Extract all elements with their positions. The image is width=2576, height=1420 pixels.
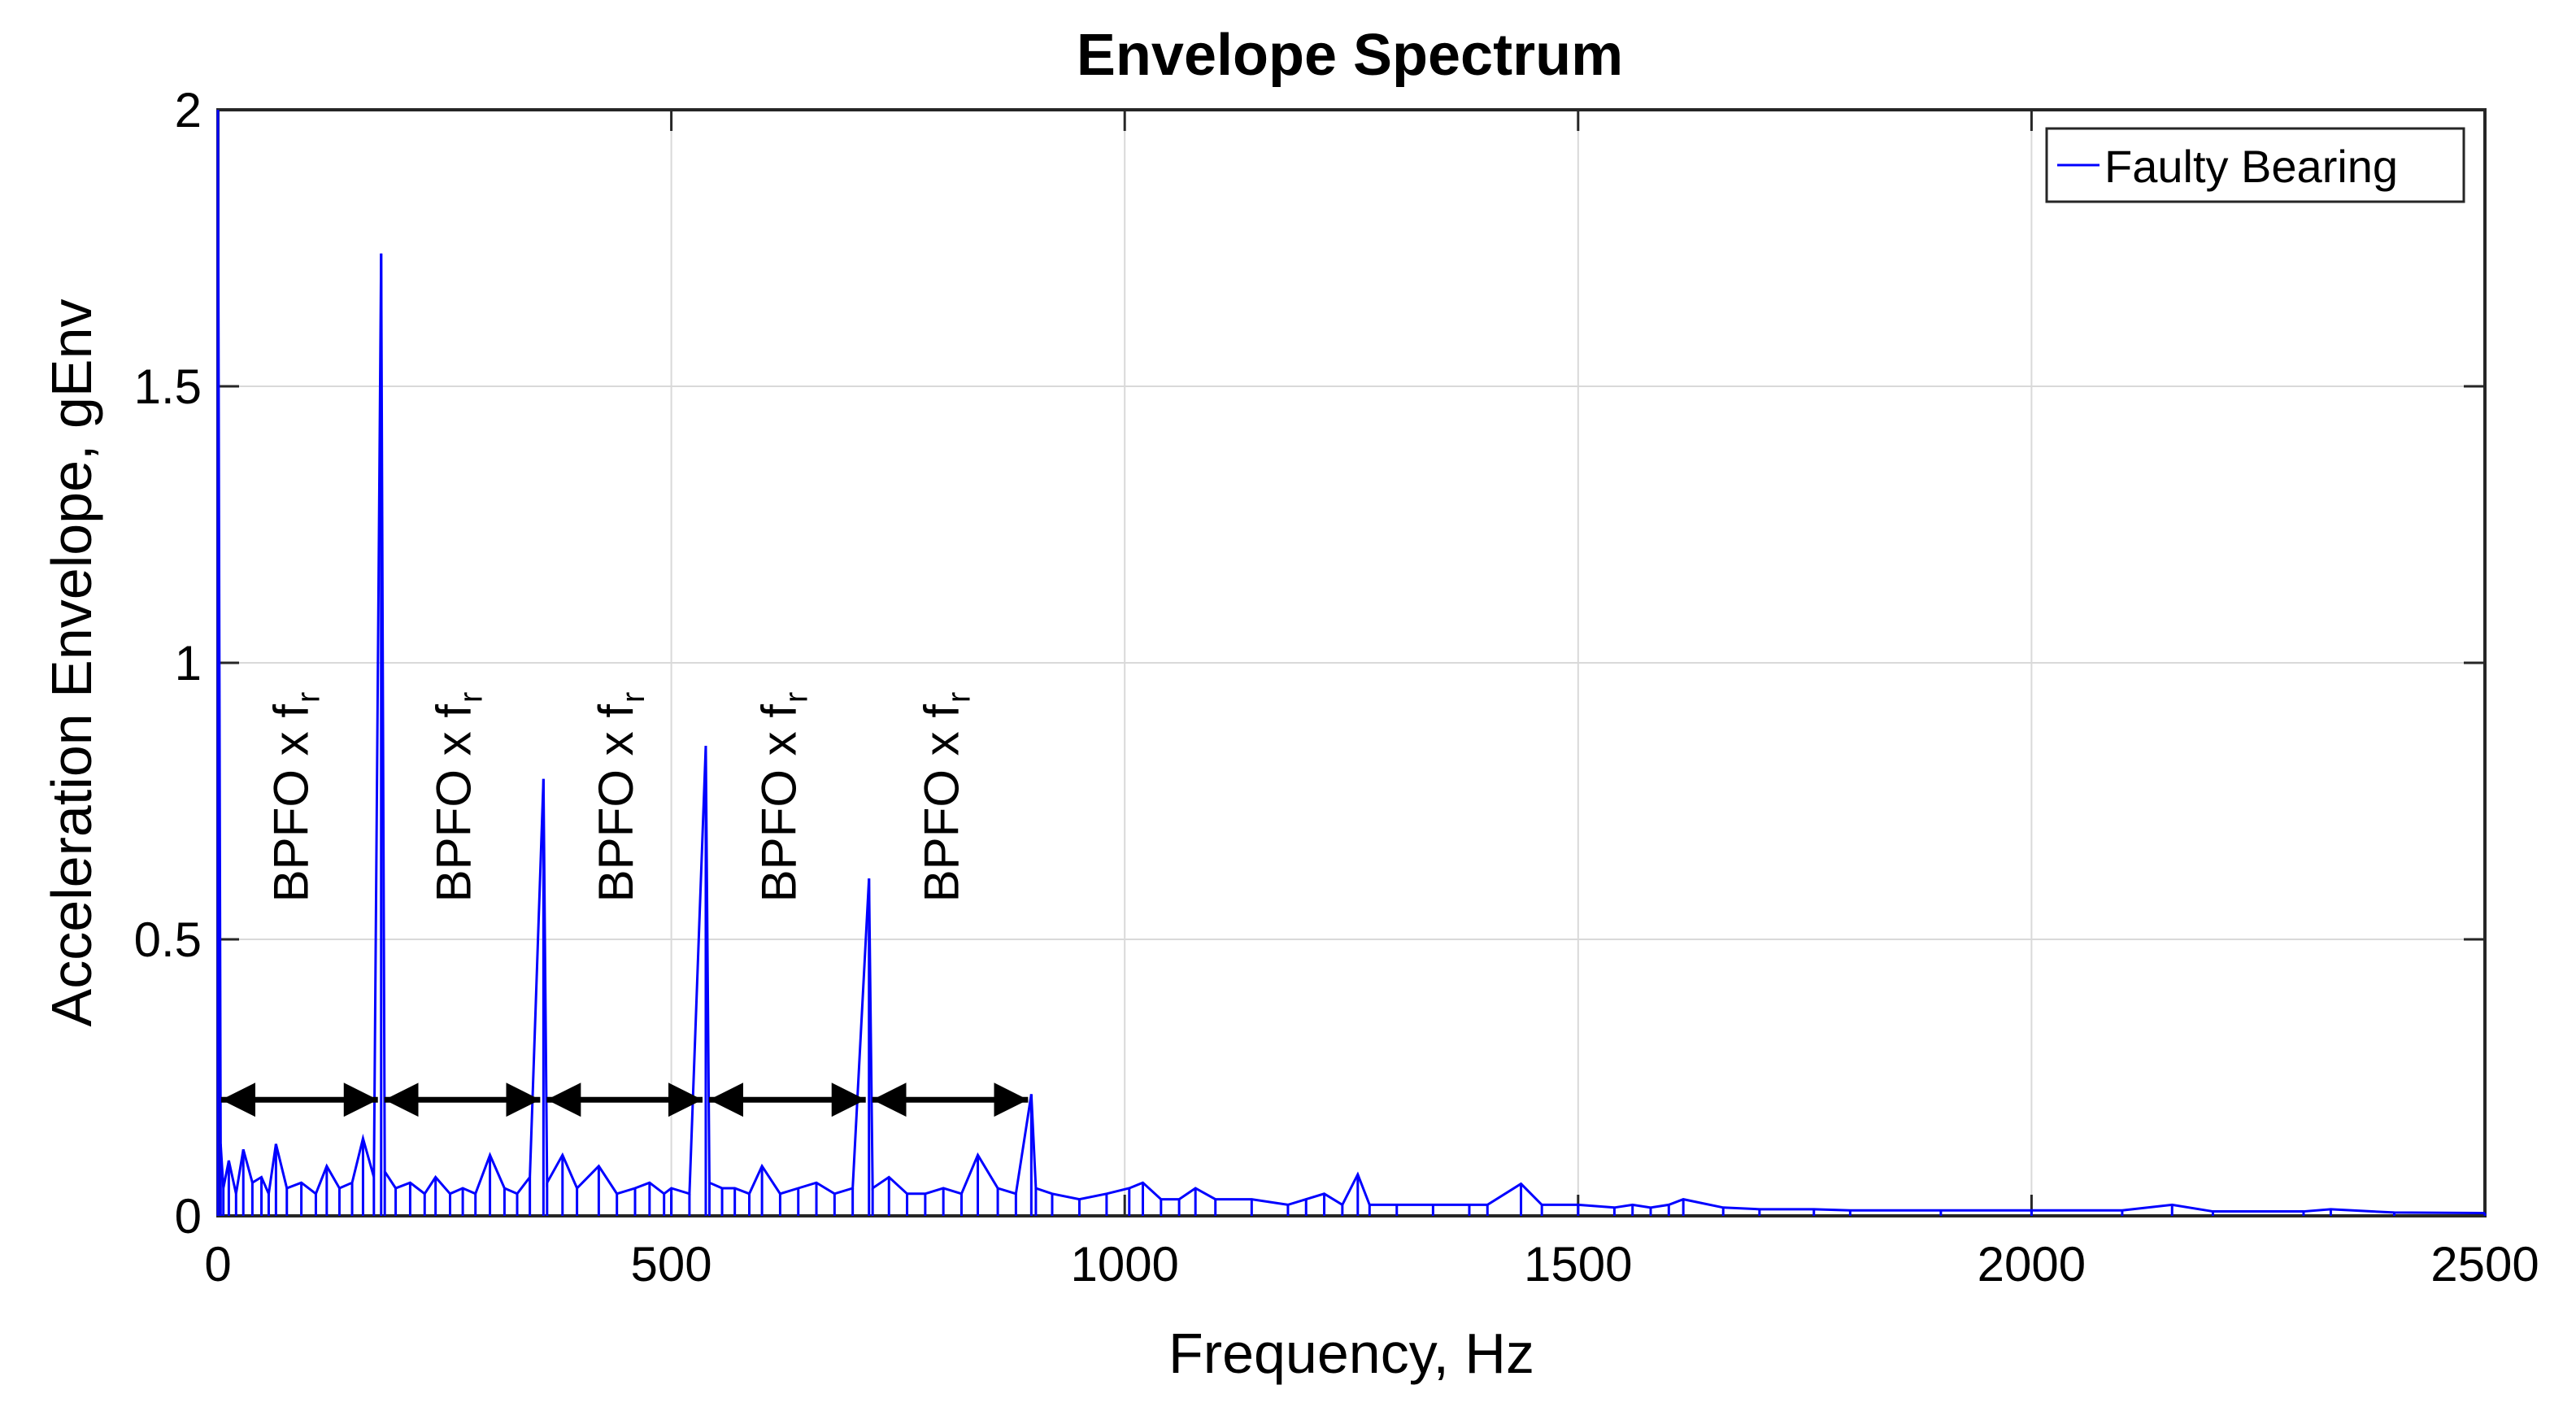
bpfo-label-subscript: r — [778, 692, 814, 703]
bpfo-label: BPFO x fr — [751, 692, 814, 903]
bpfo-annotations: BPFO x fr BPFO x fr BPFO x fr BPFO x fr BPFO… — [221, 692, 1029, 1117]
bpfo-label: BPFO x fr — [589, 692, 651, 903]
y-tick-label: 1 — [175, 636, 202, 690]
bpfo-label: BPFO x fr — [263, 692, 326, 903]
x-axis-label: Frequency, Hz — [1168, 1322, 1534, 1385]
x-tick-label: 1500 — [1524, 1237, 1632, 1292]
x-tick-label: 500 — [631, 1237, 712, 1292]
legend-box — [2045, 127, 2465, 203]
y-tick-label: 0 — [175, 1189, 202, 1244]
grid-lines — [218, 110, 2485, 1216]
bpfo-label: BPFO x fr — [427, 692, 490, 903]
chart-title: Envelope Spectrum — [1077, 23, 1623, 88]
bpfo-label-subscript: r — [454, 692, 490, 703]
y-tick-label: 1.5 — [134, 359, 202, 414]
series-line-faulty-bearing — [216, 109, 2486, 1215]
legend: Faulty Bearing — [2045, 127, 2465, 203]
y-axis-label: Acceleration Envelope, gEnv — [40, 299, 103, 1027]
y-tick-label: 0.5 — [134, 913, 202, 967]
bpfo-label-subscript: r — [290, 692, 326, 703]
bpfo-label-subscript: r — [942, 692, 977, 703]
series-layer — [216, 109, 2487, 1216]
bpfo-label: BPFO x fr — [915, 692, 977, 903]
x-tick-label: 1000 — [1070, 1237, 1178, 1292]
tick-labels: 0 500 1000 1500 2000 2500 0 0.5 1 1.5 2 — [134, 83, 2539, 1292]
x-tick-label: 0 — [204, 1237, 231, 1292]
x-tick-label: 2000 — [1978, 1237, 2086, 1292]
x-tick-label: 2500 — [2430, 1237, 2539, 1292]
legend-entry-faulty-bearing: Faulty Bearing — [2104, 141, 2398, 192]
bpfo-label-subscript: r — [616, 692, 651, 703]
y-tick-label: 2 — [175, 83, 202, 137]
